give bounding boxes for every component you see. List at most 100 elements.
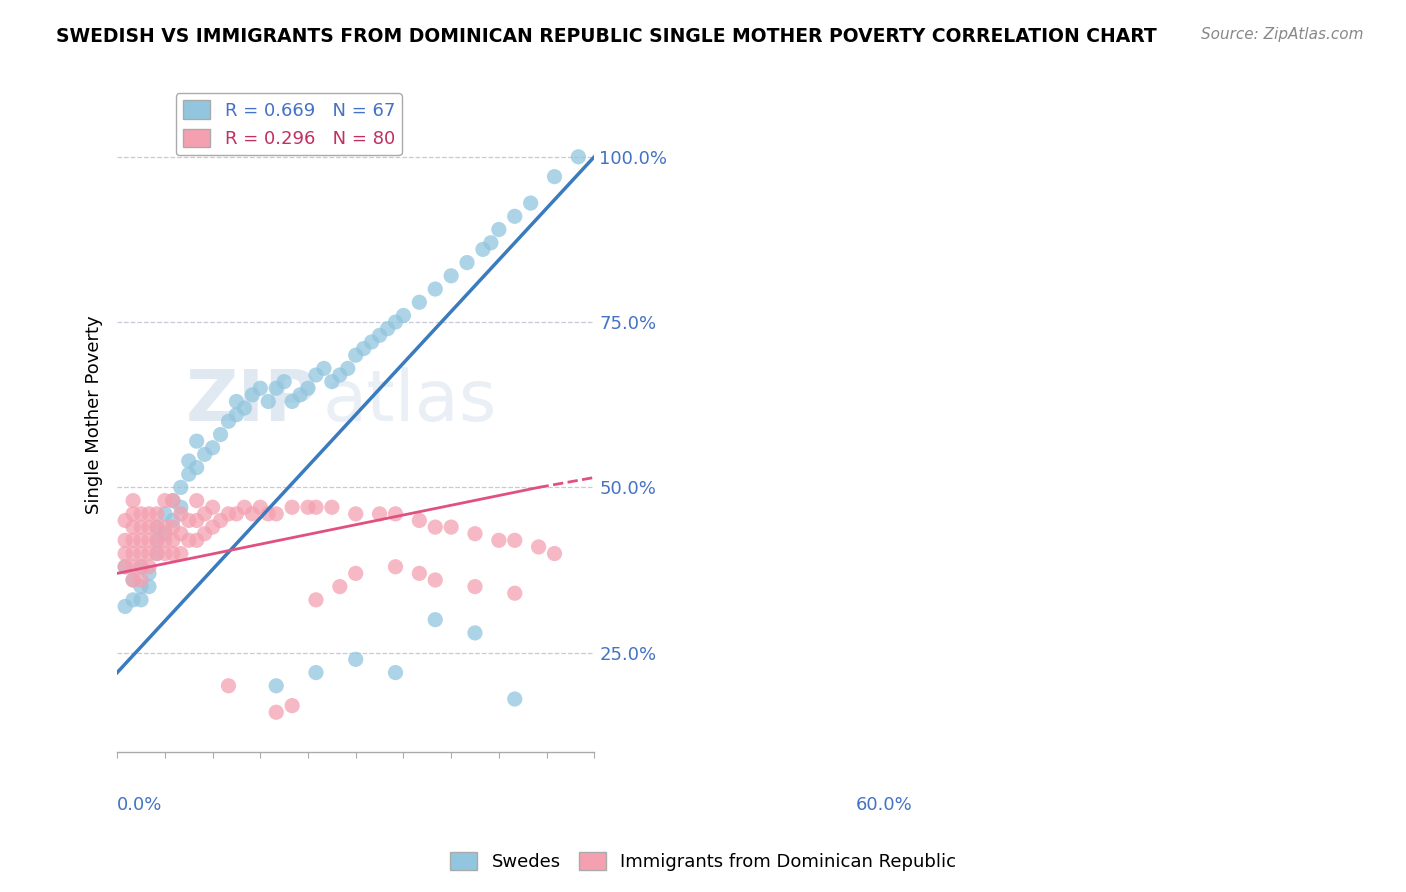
- Point: [122, 493, 145, 508]
- Point: [344, 652, 367, 666]
- Point: [344, 566, 367, 581]
- Point: [194, 526, 217, 541]
- Text: atlas: atlas: [322, 367, 496, 435]
- Point: [225, 507, 247, 521]
- Point: [368, 328, 391, 343]
- Point: [186, 434, 208, 449]
- Point: [233, 401, 256, 415]
- Point: [264, 507, 287, 521]
- Point: [186, 513, 208, 527]
- Point: [240, 388, 263, 402]
- Point: [368, 507, 391, 521]
- Point: [122, 573, 145, 587]
- Point: [377, 322, 399, 336]
- Y-axis label: Single Mother Poverty: Single Mother Poverty: [86, 316, 103, 514]
- Point: [170, 526, 193, 541]
- Point: [209, 513, 232, 527]
- Point: [114, 559, 136, 574]
- Point: [344, 507, 367, 521]
- Point: [114, 559, 136, 574]
- Point: [194, 507, 217, 521]
- Point: [162, 520, 184, 534]
- Point: [218, 507, 240, 521]
- Point: [218, 414, 240, 428]
- Point: [503, 586, 526, 600]
- Point: [186, 460, 208, 475]
- Point: [186, 493, 208, 508]
- Point: [384, 665, 406, 680]
- Point: [488, 222, 510, 236]
- Point: [170, 500, 193, 515]
- Point: [146, 533, 169, 548]
- Point: [519, 196, 541, 211]
- Point: [384, 559, 406, 574]
- Point: [440, 520, 463, 534]
- Point: [336, 361, 359, 376]
- Point: [312, 361, 335, 376]
- Text: 0.0%: 0.0%: [117, 796, 163, 814]
- Point: [114, 599, 136, 614]
- Point: [170, 547, 193, 561]
- Point: [129, 573, 152, 587]
- Point: [122, 559, 145, 574]
- Point: [146, 520, 169, 534]
- Point: [384, 315, 406, 329]
- Point: [146, 507, 169, 521]
- Point: [305, 592, 328, 607]
- Point: [162, 493, 184, 508]
- Point: [153, 533, 176, 548]
- Point: [146, 547, 169, 561]
- Point: [162, 493, 184, 508]
- Point: [288, 388, 311, 402]
- Point: [153, 507, 176, 521]
- Point: [122, 533, 145, 548]
- Point: [329, 368, 352, 382]
- Point: [218, 679, 240, 693]
- Point: [249, 500, 271, 515]
- Point: [225, 408, 247, 422]
- Point: [129, 592, 152, 607]
- Point: [146, 520, 169, 534]
- Point: [440, 268, 463, 283]
- Text: SWEDISH VS IMMIGRANTS FROM DOMINICAN REPUBLIC SINGLE MOTHER POVERTY CORRELATION : SWEDISH VS IMMIGRANTS FROM DOMINICAN REP…: [56, 27, 1157, 45]
- Point: [153, 526, 176, 541]
- Point: [471, 243, 494, 257]
- Point: [257, 394, 280, 409]
- Point: [281, 394, 304, 409]
- Point: [138, 520, 160, 534]
- Point: [129, 533, 152, 548]
- Point: [464, 580, 486, 594]
- Point: [122, 520, 145, 534]
- Point: [425, 520, 447, 534]
- Point: [177, 513, 200, 527]
- Point: [281, 500, 304, 515]
- Point: [153, 520, 176, 534]
- Point: [170, 507, 193, 521]
- Point: [138, 559, 160, 574]
- Point: [129, 580, 152, 594]
- Point: [360, 334, 382, 349]
- Point: [177, 454, 200, 468]
- Point: [122, 507, 145, 521]
- Point: [321, 375, 343, 389]
- Point: [567, 150, 589, 164]
- Point: [177, 467, 200, 482]
- Point: [138, 580, 160, 594]
- Point: [249, 381, 271, 395]
- Point: [464, 526, 486, 541]
- Point: [129, 547, 152, 561]
- Point: [408, 566, 430, 581]
- Point: [264, 679, 287, 693]
- Point: [138, 547, 160, 561]
- Point: [122, 547, 145, 561]
- Point: [392, 309, 415, 323]
- Point: [233, 500, 256, 515]
- Point: [138, 507, 160, 521]
- Point: [153, 493, 176, 508]
- Legend: R = 0.669   N = 67, R = 0.296   N = 80: R = 0.669 N = 67, R = 0.296 N = 80: [176, 93, 402, 155]
- Point: [425, 613, 447, 627]
- Point: [543, 169, 565, 184]
- Point: [186, 533, 208, 548]
- Point: [162, 533, 184, 548]
- Point: [353, 342, 375, 356]
